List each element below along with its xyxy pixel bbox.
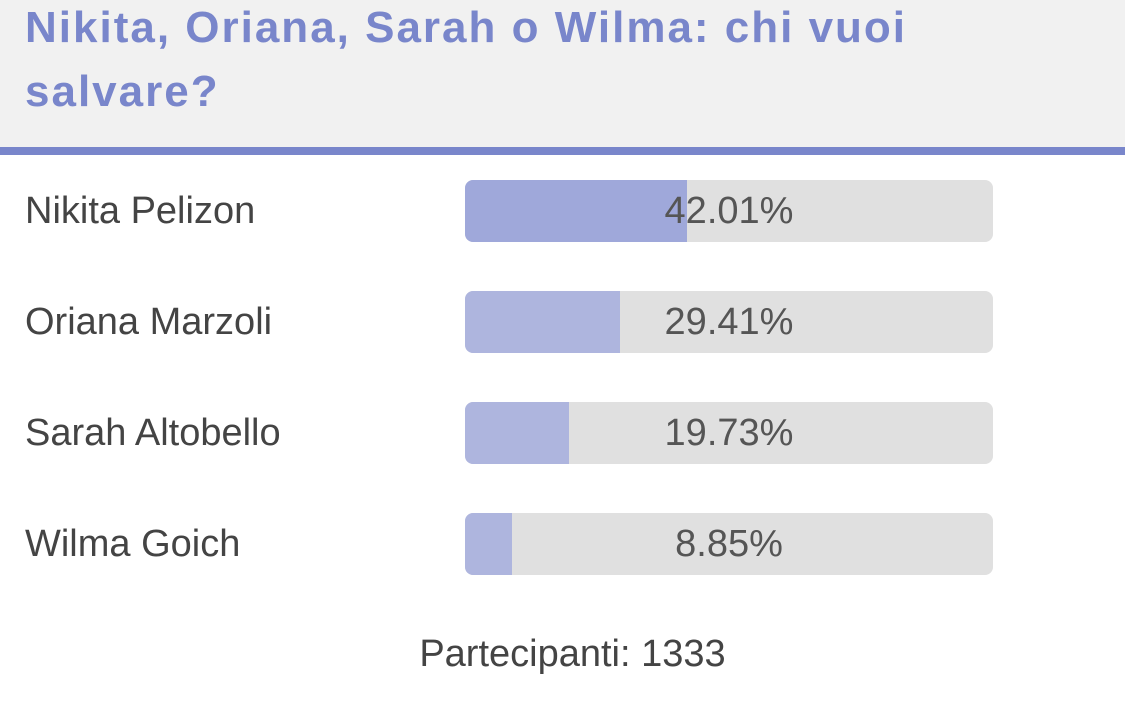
value-label: 19.73% bbox=[664, 412, 794, 454]
option-label: Oriana Marzoli bbox=[25, 301, 273, 343]
header: Nikita, Oriana, Sarah o Wilma: chi vuoi … bbox=[0, 0, 1125, 155]
value-label: 42.01% bbox=[664, 190, 794, 232]
bar bbox=[465, 180, 687, 242]
option-label: Sarah Altobello bbox=[25, 412, 281, 454]
bar bbox=[465, 513, 512, 575]
option-label: Nikita Pelizon bbox=[25, 190, 256, 232]
bar bbox=[465, 291, 621, 353]
value-label: 8.85% bbox=[675, 523, 783, 565]
bar-track: 42.01% bbox=[465, 180, 993, 242]
participants: Partecipanti: 1333 bbox=[419, 633, 726, 675]
bar-track: 19.73% bbox=[465, 402, 993, 464]
value-label: 29.41% bbox=[664, 301, 794, 343]
bar-track: 8.85% bbox=[465, 513, 993, 575]
bar bbox=[465, 402, 570, 464]
bar-track: 29.41% bbox=[465, 291, 993, 353]
option-label: Wilma Goich bbox=[25, 523, 241, 565]
poll-title: Nikita, Oriana, Sarah o Wilma: chi vuoi … bbox=[25, 3, 908, 116]
